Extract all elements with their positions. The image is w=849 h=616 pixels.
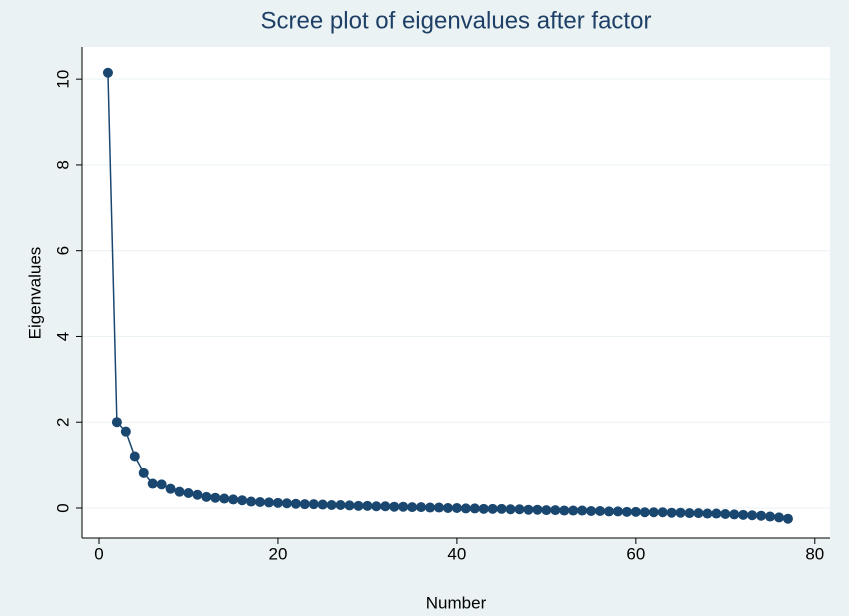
x-tick-label: 0 <box>94 544 103 563</box>
marker <box>255 496 266 507</box>
marker <box>434 502 444 513</box>
marker <box>469 503 480 514</box>
marker <box>621 506 632 517</box>
marker <box>684 508 695 519</box>
marker <box>478 503 489 514</box>
marker <box>559 505 570 516</box>
marker <box>183 487 194 498</box>
marker <box>782 513 793 524</box>
marker <box>666 507 677 518</box>
y-axis-title: Eigenvalues <box>25 247 44 340</box>
marker <box>335 499 346 510</box>
marker <box>102 67 113 78</box>
x-tick-label: 60 <box>626 544 645 563</box>
marker <box>756 510 767 521</box>
marker <box>523 504 534 515</box>
marker <box>657 507 668 518</box>
marker <box>129 451 140 462</box>
marker <box>344 500 355 511</box>
marker <box>371 501 382 512</box>
marker <box>747 510 758 521</box>
marker <box>272 497 283 508</box>
marker <box>281 498 292 509</box>
marker <box>362 500 373 511</box>
marker <box>496 503 507 514</box>
marker <box>451 502 462 513</box>
marker <box>380 501 391 512</box>
marker <box>738 509 749 520</box>
y-tick-label: 2 <box>53 417 72 426</box>
marker <box>326 499 337 510</box>
marker <box>729 509 740 520</box>
x-tick-label: 80 <box>805 544 824 563</box>
marker <box>612 506 623 517</box>
marker <box>514 504 525 515</box>
marker <box>201 491 212 502</box>
marker <box>389 501 400 512</box>
marker <box>532 504 543 515</box>
marker <box>138 467 149 478</box>
marker <box>720 508 731 519</box>
x-tick-label: 40 <box>447 544 466 563</box>
marker <box>192 489 203 500</box>
marker <box>630 506 641 517</box>
marker <box>577 505 588 516</box>
marker <box>407 502 418 513</box>
marker <box>693 508 704 519</box>
plot-area <box>82 47 830 538</box>
marker <box>765 511 776 522</box>
y-tick-label: 0 <box>53 503 72 512</box>
marker <box>460 503 471 514</box>
marker <box>120 426 131 437</box>
marker <box>595 505 606 516</box>
x-axis-title: Number <box>426 593 487 612</box>
marker <box>147 478 158 489</box>
chart-title: Scree plot of eigenvalues after factor <box>261 7 652 34</box>
marker <box>165 483 176 494</box>
marker <box>398 501 409 512</box>
marker <box>246 496 257 507</box>
y-tick-label: 10 <box>53 70 72 89</box>
marker <box>299 499 310 510</box>
marker <box>639 507 650 518</box>
x-tick-label: 20 <box>268 544 287 563</box>
marker <box>487 503 498 514</box>
marker <box>264 497 274 508</box>
marker <box>505 504 516 515</box>
y-tick-label: 6 <box>53 246 72 255</box>
marker <box>156 479 167 490</box>
marker <box>702 508 713 519</box>
marker <box>111 417 122 428</box>
marker <box>550 505 561 516</box>
marker <box>308 499 319 510</box>
marker <box>228 494 239 505</box>
marker <box>604 506 614 517</box>
marker <box>219 493 230 504</box>
marker <box>541 505 552 516</box>
marker <box>568 505 579 516</box>
marker <box>237 495 248 506</box>
marker <box>648 507 659 518</box>
marker <box>317 499 328 510</box>
marker <box>210 492 221 503</box>
marker <box>442 502 453 513</box>
marker <box>774 512 784 523</box>
marker <box>586 505 597 516</box>
marker <box>353 500 364 511</box>
marker <box>711 508 722 519</box>
marker <box>174 486 185 497</box>
y-tick-label: 8 <box>53 160 72 169</box>
marker <box>290 498 301 509</box>
y-tick-label: 4 <box>53 332 72 341</box>
marker <box>425 502 436 513</box>
marker <box>675 507 686 518</box>
marker <box>416 502 427 513</box>
